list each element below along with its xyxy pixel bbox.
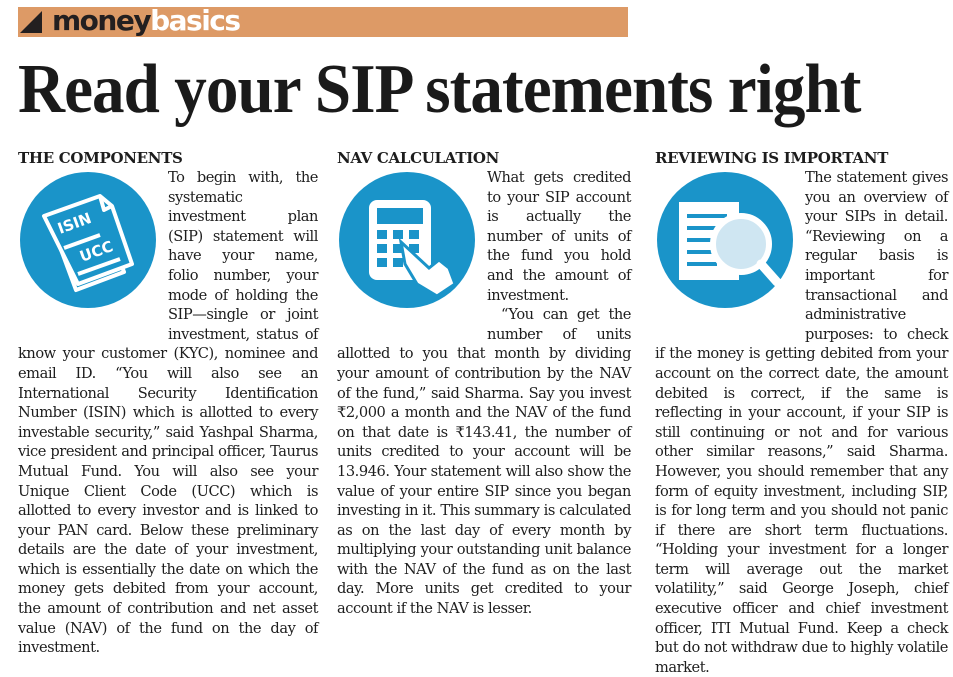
- section-logo: moneybasics: [52, 4, 241, 37]
- body-paragraph: “You can get the number of units allotte…: [337, 306, 631, 618]
- body-paragraph: To begin with, the systematic investment…: [18, 169, 318, 657]
- document-magnifier-icon: [655, 168, 805, 326]
- section-heading: THE COMPONENTS: [18, 149, 183, 167]
- headline: Read your SIP statements right: [18, 51, 861, 128]
- column-reviewing: REVIEWING IS IMPORTANT The statement giv…: [655, 148, 948, 677]
- calculator-hand-icon: [337, 168, 487, 326]
- section-heading: REVIEWING IS IMPORTANT: [655, 149, 889, 167]
- document-isin-ucc-icon: ISIN UCC: [18, 168, 168, 326]
- column-nav-calculation: NAV CALCULATION What gets credited to yo…: [337, 148, 631, 619]
- section-heading: NAV CALCULATION: [337, 149, 500, 167]
- body-paragraph: What gets credited to your SIP account i…: [487, 169, 631, 304]
- column-components: THE COMPONENTS ISIN UCC To begin with, t…: [18, 148, 318, 658]
- body-paragraph: The statement gives you an overview of y…: [655, 169, 948, 676]
- banner-triangle-icon: [20, 11, 42, 33]
- section-banner: moneybasics: [18, 4, 628, 37]
